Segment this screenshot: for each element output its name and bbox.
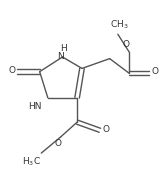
Text: HN: HN — [28, 102, 41, 111]
Text: H: H — [60, 44, 67, 52]
Text: O: O — [9, 66, 15, 75]
Text: O: O — [152, 67, 159, 76]
Text: O: O — [103, 125, 110, 134]
Text: O: O — [54, 139, 61, 148]
Text: O: O — [123, 40, 129, 49]
Text: H$_3$C: H$_3$C — [22, 156, 41, 168]
Text: N: N — [57, 52, 64, 61]
Text: CH$_3$: CH$_3$ — [110, 19, 129, 31]
